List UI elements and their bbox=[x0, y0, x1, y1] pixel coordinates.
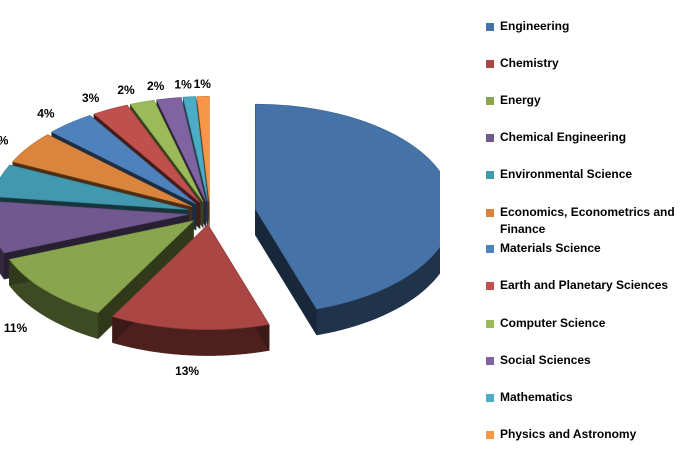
legend-item: Energy bbox=[486, 92, 686, 109]
slice-0 bbox=[255, 103, 440, 310]
slice-7 bbox=[93, 104, 201, 203]
legend-swatch bbox=[486, 97, 494, 105]
legend-swatch bbox=[486, 134, 494, 142]
legend-label: Environmental Science bbox=[500, 167, 633, 181]
data-label-2: 11% bbox=[4, 321, 28, 335]
data-label-11: 1% bbox=[194, 77, 212, 91]
legend-swatch bbox=[486, 431, 494, 439]
data-label-9: 2% bbox=[147, 79, 165, 93]
legend-item: Environmental Science bbox=[486, 166, 686, 183]
legend-label: Computer Science bbox=[500, 316, 606, 330]
pie-tops bbox=[0, 95, 440, 330]
pie-labels: 45%13%11%8%5%5%4%3%2%2%1%1% bbox=[0, 77, 212, 378]
slice-3 bbox=[0, 201, 189, 254]
legend-label: Energy bbox=[500, 93, 541, 107]
slice-6 bbox=[50, 115, 197, 205]
legend-item: Chemistry bbox=[486, 55, 686, 72]
legend-label: Economics, Econometrics and Finance bbox=[500, 205, 675, 236]
legend-item: Social Sciences bbox=[486, 352, 686, 369]
slice-side-3 bbox=[0, 246, 5, 280]
data-label-8: 2% bbox=[117, 83, 135, 97]
data-label-5: 5% bbox=[0, 133, 9, 147]
legend-item: Materials Science bbox=[486, 240, 686, 257]
legend-item: Physics and Astronomy bbox=[486, 426, 686, 443]
slice-1 bbox=[111, 224, 270, 330]
slice-11 bbox=[196, 95, 210, 202]
legend-swatch bbox=[486, 23, 494, 31]
legend-item: Engineering bbox=[486, 18, 686, 35]
slice-4 bbox=[0, 164, 189, 211]
legend-label: Mathematics bbox=[500, 390, 573, 404]
legend-swatch bbox=[486, 282, 494, 290]
slice-9 bbox=[156, 97, 207, 202]
data-label-10: 1% bbox=[174, 77, 192, 91]
legend-label: Social Sciences bbox=[500, 353, 591, 367]
legend-swatch bbox=[486, 60, 494, 68]
slice-10 bbox=[182, 96, 209, 202]
legend-item: Economics, Econometrics and Finance bbox=[486, 204, 686, 238]
slice-2 bbox=[8, 220, 195, 314]
pie-chart: 45%13%11%8%5%5%4%3%2%2%1%1% bbox=[0, 77, 440, 378]
slice-8 bbox=[129, 99, 204, 203]
legend-item: Earth and Planetary Sciences bbox=[486, 277, 686, 294]
slice-5 bbox=[12, 134, 192, 207]
legend-label: Chemistry bbox=[500, 56, 559, 70]
legend-swatch bbox=[486, 357, 494, 365]
legend-label: Materials Science bbox=[500, 241, 601, 255]
data-label-6: 4% bbox=[37, 106, 55, 120]
legend-item: Mathematics bbox=[486, 389, 686, 406]
legend-item: Chemical Engineering bbox=[486, 129, 686, 146]
legend-swatch bbox=[486, 171, 494, 179]
data-label-1: 13% bbox=[175, 364, 199, 378]
legend-item: Computer Science bbox=[486, 315, 686, 332]
legend-swatch bbox=[486, 245, 494, 253]
legend-label: Engineering bbox=[500, 19, 570, 33]
legend-swatch bbox=[486, 320, 494, 328]
legend-swatch bbox=[486, 209, 494, 217]
legend-label: Physics and Astronomy bbox=[500, 427, 637, 441]
data-label-7: 3% bbox=[82, 91, 100, 105]
legend-swatch bbox=[486, 394, 494, 402]
legend-label: Chemical Engineering bbox=[500, 130, 627, 144]
legend-label: Earth and Planetary Sciences bbox=[500, 278, 669, 292]
